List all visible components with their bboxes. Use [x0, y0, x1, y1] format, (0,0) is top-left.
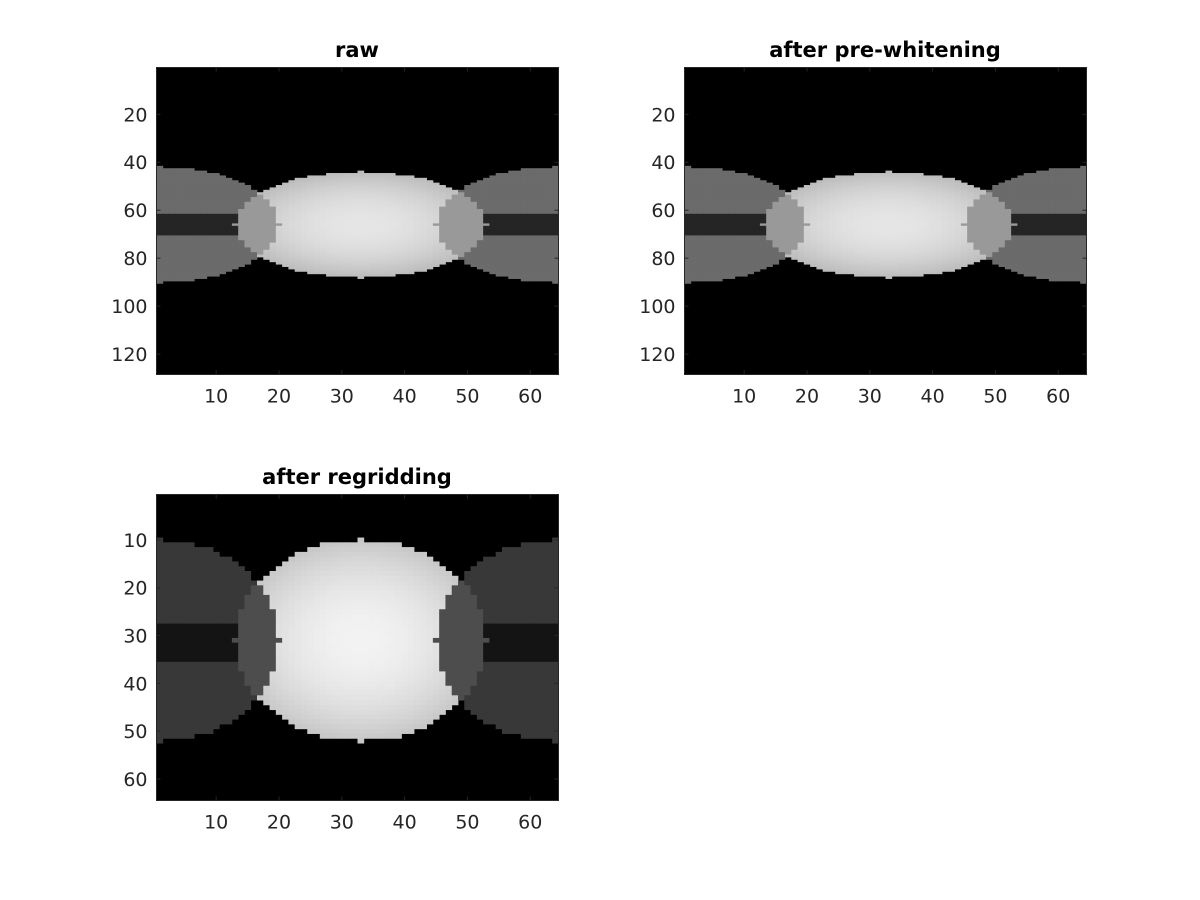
- y-tick-label: 120: [639, 344, 675, 366]
- axes-frame: [156, 494, 559, 801]
- subplot-title: raw: [335, 38, 379, 62]
- x-tick-label: 20: [267, 386, 291, 408]
- x-tick-label: 10: [204, 386, 228, 408]
- y-tick-label: 20: [123, 578, 147, 600]
- subplot-title: after pre-whitening: [769, 38, 1001, 62]
- x-tick-label: 60: [518, 386, 542, 408]
- y-tick-label: 100: [639, 296, 675, 318]
- x-tick-label: 30: [330, 812, 354, 834]
- tick-group: 10 20 30 40 50 60 10 20 30 40 50 60: [123, 494, 559, 834]
- y-tick-label: 50: [123, 721, 147, 743]
- x-tick-label: 50: [455, 386, 479, 408]
- subplot-raw: raw 10 20 30 40 50 60 20 40 60 80 100 120: [111, 38, 559, 408]
- x-tick-label: 30: [858, 386, 882, 408]
- image-raw: [156, 67, 559, 375]
- x-tick-label: 40: [393, 812, 417, 834]
- axes-frame: [684, 67, 1087, 375]
- y-tick-label: 100: [111, 296, 147, 318]
- tick-group: 10 20 30 40 50 60 20 40 60 80 100 120: [111, 67, 559, 408]
- tick-group: 10 20 30 40 50 60 20 40 60 80 100 120: [639, 67, 1087, 408]
- x-tick-label: 60: [1046, 386, 1070, 408]
- y-tick-label: 20: [123, 104, 147, 126]
- x-tick-label: 30: [330, 386, 354, 408]
- x-tick-label: 40: [921, 386, 945, 408]
- y-tick-label: 40: [123, 152, 147, 174]
- y-tick-label: 80: [651, 248, 675, 270]
- subplot-title: after regridding: [262, 465, 452, 489]
- subplot-after-pre-whitening: after pre-whitening 10 20 30 40 50 60 20 40 60 80…: [639, 38, 1087, 408]
- x-tick-label: 20: [267, 812, 291, 834]
- y-tick-label: 40: [651, 152, 675, 174]
- y-tick-label: 80: [123, 248, 147, 270]
- x-tick-label: 50: [983, 386, 1007, 408]
- x-tick-label: 50: [455, 812, 479, 834]
- y-tick-label: 30: [123, 626, 147, 648]
- subplot-after-regridding: after regridding 10 20 30 40 50 60 10 20 30 40 50 6…: [123, 465, 559, 834]
- image-after-pre-whitening: [684, 67, 1087, 375]
- y-tick-label: 120: [111, 344, 147, 366]
- y-tick-label: 10: [123, 530, 147, 552]
- x-tick-label: 40: [393, 386, 417, 408]
- y-tick-label: 40: [123, 673, 147, 695]
- y-tick-label: 60: [123, 769, 147, 791]
- y-tick-label: 60: [651, 200, 675, 222]
- x-tick-label: 10: [732, 386, 756, 408]
- y-tick-label: 60: [123, 200, 147, 222]
- axes-frame: [156, 67, 559, 375]
- y-tick-label: 20: [651, 104, 675, 126]
- x-tick-label: 60: [518, 812, 542, 834]
- x-tick-label: 20: [795, 386, 819, 408]
- image-after-regridding: [156, 494, 559, 801]
- x-tick-label: 10: [204, 812, 228, 834]
